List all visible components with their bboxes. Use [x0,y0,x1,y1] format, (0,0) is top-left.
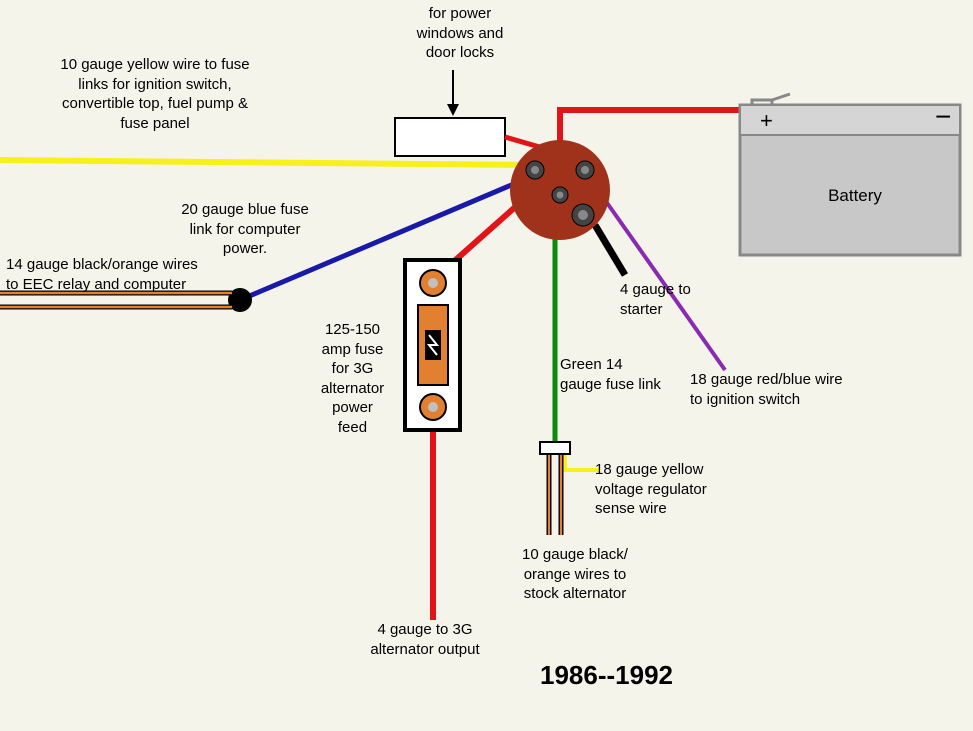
wire-stock-alt-pair [549,450,561,535]
label-eec-relay: 14 gauge black/orange wiresto EEC relay … [0,255,230,294]
label-power-windows: for powerwindows anddoor locks [400,4,520,63]
starter-solenoid [510,140,610,240]
label-amp-fuse: 125-150amp fusefor 3Galternatorpowerfeed [310,320,395,437]
wire-yellow [0,160,530,165]
green-terminal [540,442,570,454]
wire-eec-pair [0,293,232,307]
svg-text:+: + [760,108,773,133]
mega-fuse [405,260,460,430]
wire-red-battery [560,110,760,145]
battery: + − [740,101,960,255]
label-green-link: Green 14gauge fuse link [560,355,690,394]
relay-box [395,118,505,156]
wire-black-starter [595,225,625,275]
arrow-head [447,104,459,116]
label-black-orange: 10 gauge black/orange wires tostock alte… [500,545,650,604]
diagram-title: 1986--1992 [540,660,673,691]
label-voltage-reg: 18 gauge yellowvoltage regulatorsense wi… [595,460,745,519]
label-battery: Battery [820,185,890,207]
label-yellow-wire: 10 gauge yellow wire to fuselinks for ig… [35,55,275,133]
label-alt-output: 4 gauge to 3Galternator output [355,620,495,659]
label-ignition: 18 gauge red/blue wireto ignition switch [690,370,890,409]
label-blue-fuse: 20 gauge blue fuselink for computerpower… [165,200,325,259]
svg-text:−: − [935,101,951,132]
label-starter: 4 gauge tostarter [620,280,710,319]
